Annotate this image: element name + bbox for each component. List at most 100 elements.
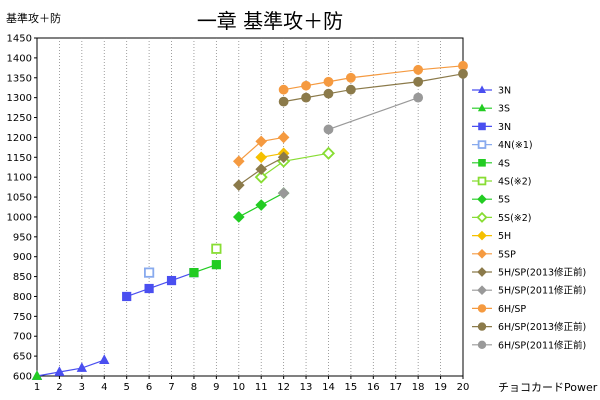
y-tick-label: 1200: [7, 133, 32, 144]
legend-label: 5H/SP(2011修正前): [498, 285, 586, 297]
y-tick-label: 1150: [7, 153, 32, 164]
y-tick-label: 1450: [7, 34, 32, 45]
legend-label: 5S(※2): [498, 213, 532, 224]
series-group: [277, 187, 290, 199]
data-point: [232, 155, 245, 168]
chart-title: 一章 基準攻＋防: [197, 9, 343, 33]
y-tick-label: 850: [13, 272, 32, 283]
data-point: [413, 76, 424, 87]
data-point: [166, 275, 177, 286]
y-tick-label: 1000: [7, 212, 32, 223]
y-tick-label: 1050: [7, 193, 32, 204]
series-group: [232, 151, 290, 191]
series-group: [278, 68, 468, 107]
legend-entry: 6H/SP(2013修正前): [472, 321, 586, 333]
data-point: [211, 243, 222, 254]
data-point: [278, 84, 289, 95]
legend-label: 3N: [498, 86, 511, 97]
series-group: [323, 92, 424, 135]
legend-marker: [477, 248, 487, 259]
x-tick-label: 1: [34, 382, 40, 393]
legend-label: 3S: [498, 104, 510, 115]
series-line: [328, 97, 419, 131]
legend-label: 4N(※1): [498, 140, 533, 151]
legend-marker: [477, 103, 487, 112]
legend-label: 4S: [498, 158, 510, 169]
y-tick-label: 950: [13, 232, 32, 243]
legend-label: 5S: [498, 195, 510, 206]
y-tick-label: 1350: [7, 73, 32, 84]
data-point: [144, 267, 155, 278]
series-group: [189, 260, 221, 278]
legend-entry: 4S(※2): [472, 177, 532, 188]
y-tick-label: 800: [13, 292, 32, 303]
legend-entry: 5S(※2): [472, 211, 532, 224]
data-point: [278, 96, 289, 107]
x-tick-label: 15: [345, 382, 358, 393]
data-point: [144, 283, 154, 294]
legend: 3N 3S 3N 4N(※1) 4S 4S(※2) 5S 5S(※2) 5H 5SP 5H/SP(2…: [472, 85, 586, 351]
legend-entry: 6H/SP: [472, 304, 526, 315]
x-tick-label: 10: [232, 382, 245, 393]
y-tick-label: 650: [13, 352, 32, 363]
series-line: [126, 272, 195, 298]
legend-entry: 3N: [472, 85, 511, 97]
plot-frame: [36, 37, 464, 377]
x-tick-label: 20: [457, 382, 470, 393]
series-group: [232, 131, 290, 168]
legend-label: 6H/SP(2013修正前): [498, 321, 586, 333]
data-point: [255, 135, 268, 148]
data-point: [232, 211, 245, 223]
legend-entry: 3N: [472, 122, 511, 133]
series-group: [144, 267, 155, 278]
data-point: [345, 72, 356, 83]
legend-marker: [477, 304, 487, 313]
data-point: [211, 260, 221, 270]
y-tick-label: 1250: [7, 113, 32, 124]
data-point: [255, 151, 268, 164]
data-point: [254, 170, 268, 184]
data-point: [76, 362, 88, 372]
data-point: [321, 146, 335, 160]
plot-area: 1 2 3 4 5 6 7 8 9 10 11 12 13 14 15 16 17 18 19 20600650700…: [7, 34, 470, 394]
data-point: [277, 131, 290, 144]
legend-marker: [477, 285, 487, 296]
series-group: [278, 60, 468, 95]
data-point: [301, 92, 311, 103]
y-tick-label: 900: [13, 252, 32, 263]
legend-entry: 6H/SP(2011修正前): [472, 339, 586, 351]
legend-label: 6H/SP: [498, 304, 526, 315]
legend-label: 5SP: [498, 249, 516, 260]
y-tick-label: 600: [13, 372, 32, 383]
data-point: [255, 199, 268, 211]
y-tick-label: 1300: [7, 93, 32, 104]
y-tick-label: 1100: [7, 173, 32, 184]
legend-marker: [477, 340, 487, 349]
data-point: [413, 92, 424, 103]
data-point: [458, 68, 468, 79]
legend-label: 4S(※2): [498, 177, 532, 188]
x-tick-label: 17: [389, 382, 402, 393]
series-group: [211, 243, 222, 254]
data-point: [255, 163, 268, 176]
x-tick-label: 3: [79, 382, 85, 393]
legend-marker: [476, 211, 488, 223]
x-tick-label: 14: [322, 382, 335, 393]
data-point: [122, 291, 132, 302]
data-point: [323, 88, 334, 99]
legend-marker: [477, 85, 487, 94]
x-tick-label: 6: [146, 382, 152, 393]
legend-entry: 5H/SP(2013修正前): [472, 267, 586, 279]
legend-marker: [477, 140, 487, 149]
legend-marker: [477, 194, 487, 205]
data-point: [277, 187, 290, 199]
data-point: [31, 370, 43, 380]
x-tick-label: 19: [434, 382, 447, 393]
y-tick-label: 750: [13, 312, 32, 323]
x-tick-label: 4: [101, 382, 107, 393]
legend-label: 5H: [498, 231, 511, 242]
data-point: [323, 124, 334, 135]
series-group: [254, 146, 335, 184]
data-point: [232, 179, 245, 191]
legend-marker: [478, 158, 486, 167]
